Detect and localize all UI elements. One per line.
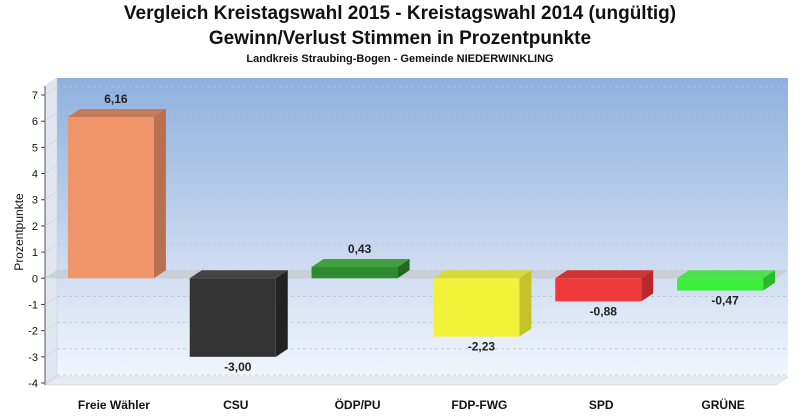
y-tick-label: 6 <box>32 116 38 128</box>
bar <box>433 278 520 337</box>
y-tick-label: 4 <box>32 169 38 181</box>
data-label: 0,43 <box>348 242 372 256</box>
x-tick-label: CSU <box>223 398 248 412</box>
data-label: -3,00 <box>224 360 252 374</box>
bar-side <box>275 270 288 357</box>
bar <box>311 267 398 279</box>
chart-title-line-2: Gewinn/Verlust Stimmen in Prozentpunkte <box>208 28 592 49</box>
y-tick-label: 7 <box>32 90 38 102</box>
y-axis-label: Prozentpunkte <box>12 193 26 271</box>
bar-top <box>67 108 166 117</box>
y-tick-label: -3 <box>28 352 38 364</box>
y-tick-label: 2 <box>32 221 38 233</box>
bar <box>677 278 764 291</box>
y-tick-label: 0 <box>32 273 38 285</box>
gridline-depth <box>44 374 58 384</box>
bar-top <box>311 259 410 268</box>
bar-top <box>433 270 532 279</box>
gridline-depth <box>44 217 58 227</box>
data-label: 6,16 <box>104 92 128 106</box>
gridline-depth <box>44 191 58 200</box>
x-tick-label: GRÜNE <box>701 397 744 412</box>
gridline-depth <box>44 112 58 122</box>
bar-top <box>189 270 288 279</box>
chart-subtitle: Landkreis Straubing-Bogen - Gemeinde NIE… <box>246 53 554 65</box>
gridline-depth <box>44 243 58 253</box>
data-label: -2,23 <box>468 340 496 354</box>
x-tick-label: ÖDP/PU <box>335 397 381 412</box>
y-tick-label: 5 <box>32 142 38 154</box>
chart-title: Vergleich Kreistagswahl 2015 - Kreistags… <box>123 3 677 24</box>
gridline-depth <box>44 86 58 96</box>
bar-side <box>153 108 166 279</box>
x-tick-label: FDP-FWG <box>451 398 507 412</box>
bar-side <box>397 259 410 279</box>
gridline-depth <box>44 165 58 174</box>
bar-side <box>763 270 776 291</box>
data-label: -0,47 <box>711 294 739 308</box>
x-tick-label: SPD <box>589 398 614 412</box>
gridline-depth <box>44 296 58 305</box>
plot-background <box>57 78 788 377</box>
gridline-depth <box>44 348 58 358</box>
bar-top <box>555 270 654 279</box>
bar-top <box>677 270 776 279</box>
y-tick-label: -4 <box>28 378 38 390</box>
data-label: -0,88 <box>590 304 618 318</box>
bar <box>67 116 154 279</box>
y-tick-label: 1 <box>32 247 38 259</box>
bar <box>555 278 642 302</box>
x-tick-label: Freie Wähler <box>78 398 150 412</box>
bar <box>189 278 276 357</box>
y-tick-label: 3 <box>32 195 38 207</box>
bar-side <box>519 270 532 337</box>
y-tick-label: -2 <box>28 326 38 338</box>
plot-floor <box>44 376 789 386</box>
y-tick-label: -1 <box>28 299 38 311</box>
gridline-depth <box>44 322 58 331</box>
bar-side <box>641 270 654 302</box>
gridline-depth <box>44 139 58 148</box>
plot-left-wall <box>44 77 58 386</box>
